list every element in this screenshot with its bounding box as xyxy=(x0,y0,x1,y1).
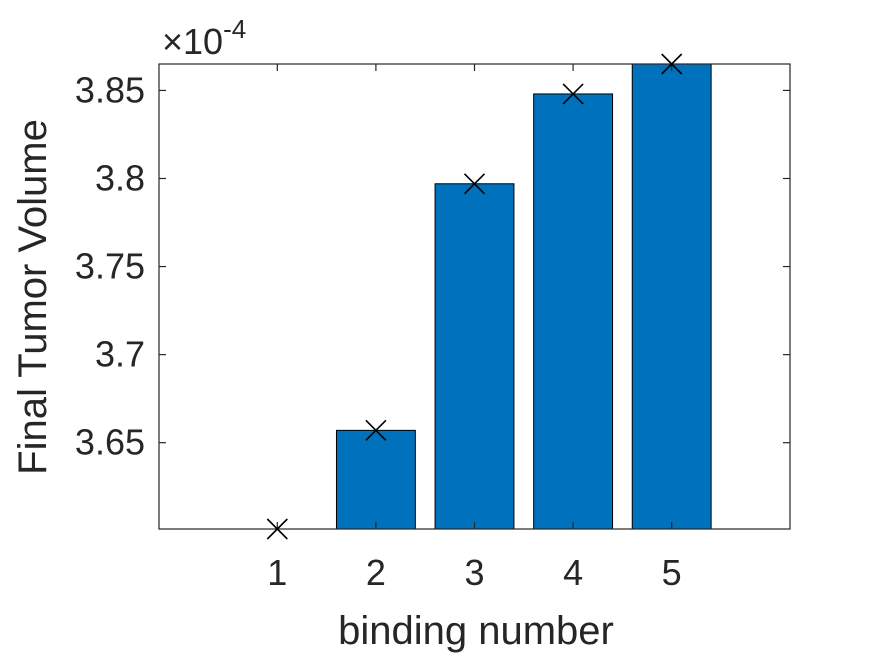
labels-layer: binding number Final Tumor Volume ×10-4 … xyxy=(11,14,682,653)
x-marker-stroke xyxy=(463,173,486,195)
x-marker-1 xyxy=(266,518,288,540)
exponent-power: -4 xyxy=(223,14,246,44)
x-marker-stroke xyxy=(661,53,683,75)
y-tick-label: 3.65 xyxy=(75,422,145,463)
x-tick-label: 1 xyxy=(267,552,287,593)
y-axis-title: Final Tumor Volume xyxy=(11,119,55,475)
bar-3 xyxy=(434,183,515,530)
bar-2 xyxy=(335,429,416,530)
exponent-prefix: ×10 xyxy=(162,21,223,62)
x-tick-label: 2 xyxy=(366,552,386,593)
markers-layer xyxy=(266,53,683,540)
x-marker-4 xyxy=(562,83,584,105)
y-axis-exponent-label: ×10-4 xyxy=(162,14,246,62)
bar-5 xyxy=(631,63,712,530)
x-marker-5 xyxy=(661,53,683,75)
x-marker-3 xyxy=(463,173,486,195)
x-axis-title: binding number xyxy=(338,609,614,653)
x-marker-stroke xyxy=(365,419,387,441)
y-tick-label: 3.85 xyxy=(75,69,145,110)
y-tick-label: 3.75 xyxy=(75,246,145,287)
x-tick-label: 5 xyxy=(662,552,682,593)
x-marker-stroke xyxy=(562,83,584,105)
bars-layer xyxy=(335,63,712,530)
y-tick-label: 3.7 xyxy=(95,334,145,375)
x-marker-stroke xyxy=(266,518,288,540)
x-tick-label: 4 xyxy=(563,552,583,593)
x-marker-2 xyxy=(365,419,387,441)
bar-4 xyxy=(533,93,614,530)
x-tick-label: 3 xyxy=(464,552,484,593)
axes-layer xyxy=(158,63,791,530)
y-tick-label: 3.8 xyxy=(95,157,145,198)
